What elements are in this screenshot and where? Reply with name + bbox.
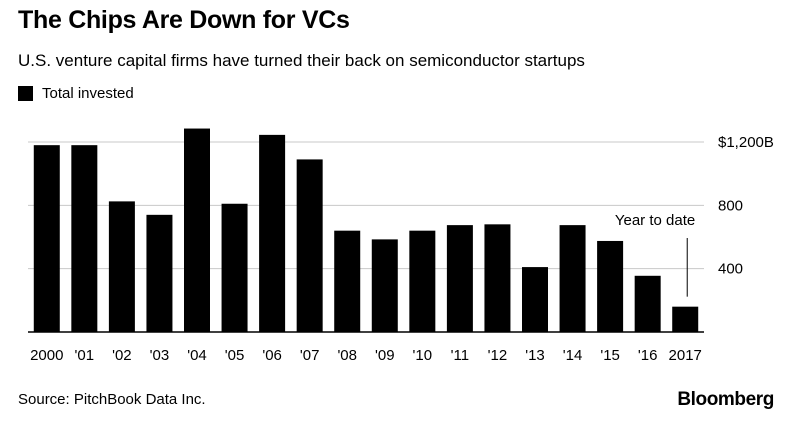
bar: [33, 145, 60, 332]
legend-label: Total invested: [42, 85, 134, 102]
y-tick-labels: 400 800 $1,200B: [718, 134, 774, 278]
x-tick-label: '11: [451, 347, 469, 364]
x-tick-label: '07: [300, 347, 320, 364]
legend: Total invested: [18, 85, 134, 102]
bar: [108, 201, 135, 332]
x-tick-labels: 2000 '01 '02 '03 '04 '05 '06 '07 '08 '09 '10 '11 '12…: [30, 347, 702, 364]
annotation: Year to date: [615, 212, 695, 297]
x-tick-label: '04: [187, 347, 207, 364]
y-tick-label: 400: [718, 261, 743, 278]
bar: [296, 159, 323, 332]
y-tick-label: $1,200B: [718, 134, 774, 151]
bloomberg-logo: Bloomberg: [677, 389, 774, 410]
x-tick-label: '13: [525, 347, 545, 364]
source-note: Source: PitchBook Data Inc.: [18, 391, 206, 408]
bar: [184, 128, 210, 332]
bar: [371, 239, 398, 332]
legend-swatch: [18, 86, 33, 101]
x-tick-label: '08: [337, 347, 357, 364]
x-tick-label: 2000: [30, 347, 63, 364]
x-tick-label: '02: [112, 347, 132, 364]
bar: [259, 134, 286, 332]
bar: [146, 214, 173, 332]
grid-lines: [28, 141, 704, 270]
bar: [672, 306, 699, 332]
x-tick-label: '12: [488, 347, 508, 364]
bar: [409, 230, 436, 332]
chart-subtitle: U.S. venture capital firms have turned t…: [18, 51, 585, 70]
x-tick-label: '14: [563, 347, 583, 364]
x-tick-label: '15: [600, 347, 620, 364]
x-tick-label: '16: [638, 347, 658, 364]
y-tick-label: 800: [718, 197, 743, 214]
annotation-label: Year to date: [615, 212, 695, 229]
x-tick-label: '10: [413, 347, 433, 364]
x-tick-label: '03: [150, 347, 170, 364]
x-tick-label: '01: [75, 347, 95, 364]
x-tick-label: '06: [262, 347, 282, 364]
chart-title: The Chips Are Down for VCs: [18, 6, 350, 34]
bar: [446, 225, 473, 332]
x-tick-label: '05: [225, 347, 245, 364]
bar: [221, 203, 248, 332]
x-tick-label: '09: [375, 347, 395, 364]
bar: [522, 267, 548, 332]
bar: [71, 145, 98, 332]
x-tick-label: 2017: [669, 347, 702, 364]
bar: [559, 225, 586, 332]
bar: [597, 240, 624, 332]
bar: [634, 275, 661, 332]
bar: [484, 224, 511, 332]
bars: [33, 128, 699, 332]
bar: [334, 230, 361, 332]
